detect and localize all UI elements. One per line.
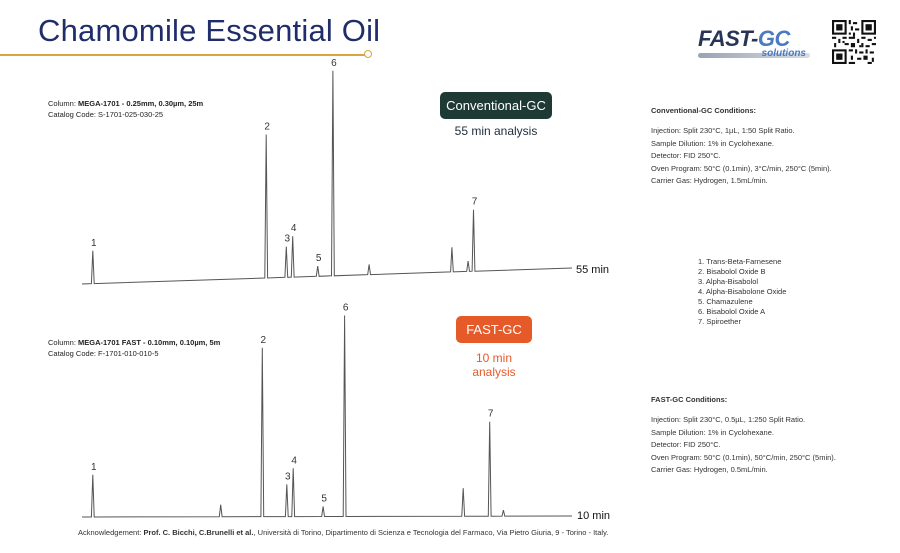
peak-label: 3: [285, 234, 291, 245]
conventional-condition-line: Detector: FID 250°C.: [651, 151, 721, 161]
peak-label: 4: [291, 455, 297, 466]
fast-gc-logo: FAST-GC solutions: [698, 26, 810, 60]
peak-label: 1: [91, 462, 97, 473]
fast-condition-line: Injection: Split 230°C, 0.5µL, 1:250 Spl…: [651, 415, 806, 425]
conventional-column-line: Column: MEGA-1701 - 0.25mm, 0.30µm, 25m: [48, 98, 203, 109]
peak-legend-item: 2. Bisabolol Oxide B: [698, 267, 766, 276]
conventional-condition-line: Sample Dilution: 1% in Cyclohexane.: [651, 138, 774, 148]
logo-wordmark-right: GC: [757, 26, 791, 51]
acknowledgement-prefix: Acknowledgement:: [78, 528, 144, 537]
logo-swoosh: [698, 53, 810, 58]
qr-code: [832, 20, 876, 64]
peak-label: 5: [316, 253, 322, 264]
chromatogram-trace: [82, 315, 573, 518]
page-title: Chamomile Essential Oil: [38, 13, 381, 48]
logo-subtitle: solutions: [761, 48, 806, 59]
peak-legend-item: 3. Alpha-Bisabolol: [698, 277, 759, 286]
fast-condition-line: Oven Program: 50°C (0.1min), 50°C/min, 2…: [651, 452, 836, 462]
peak-legend-item: 1. Trans-Beta-Farnesene: [698, 257, 782, 266]
peak-legend-item: 4. Alpha-Bisabolone Oxide: [698, 287, 787, 296]
fast-condition-line: Detector: FID 250°C.: [651, 440, 721, 450]
fast-time-axis-label: 10 min: [577, 510, 611, 522]
fast-column-label: Column:: [48, 338, 79, 347]
fast-condition-line: Carrier Gas: Hydrogen, 0.5mL/min.: [651, 465, 768, 475]
conventional-conditions-heading: Conventional-GC Conditions:: [651, 106, 756, 115]
conventional-condition-line: Carrier Gas: Hydrogen, 1.5mL/min.: [651, 176, 768, 186]
peak-label: 1: [91, 238, 97, 249]
fast-conditions-heading: FAST-GC Conditions:: [651, 395, 728, 404]
acknowledgement-names: Prof. C. Bicchi, C.Brunelli et al.: [143, 528, 254, 537]
peak-legend-item: 5. Chamazulene: [698, 297, 753, 306]
fast-condition-line: Sample Dilution: 1% in Cyclohexane.: [651, 427, 774, 437]
peak-label: 2: [264, 122, 270, 133]
logo-wordmark-left: FAST-: [698, 26, 758, 51]
title-underline-end-dot: [364, 50, 372, 58]
peak-label: 5: [321, 494, 327, 505]
conventional-conditions: Conventional-GC Conditions: Injection: S…: [651, 105, 832, 187]
fast-column-value: MEGA-1701 FAST - 0.10mm, 0.10µm, 5m: [78, 338, 221, 347]
peak-label: 4: [291, 223, 297, 234]
conventional-catalog-code: Catalog Code: S-1701-025-030-25: [48, 110, 164, 119]
acknowledgement-affiliation: , Università di Torino, Dipartimento di …: [253, 528, 609, 537]
fast-column-info: Column: MEGA-1701 FAST - 0.10mm, 0.10µm,…: [48, 337, 220, 359]
conventional-analysis-time: 55 min analysis: [454, 124, 538, 138]
fast-conditions: FAST-GC Conditions: Injection: Split 230…: [651, 394, 836, 476]
peak-label: 7: [472, 197, 478, 208]
fast-column-line: Column: MEGA-1701 FAST - 0.10mm, 0.10µm,…: [48, 337, 220, 348]
peak-legend-item: 7. Spiroether: [698, 317, 741, 326]
conventional-condition-line: Injection: Split 230°C, 1µL, 1:50 Split …: [651, 126, 795, 136]
conventional-time-axis-label: 55 min: [576, 264, 610, 276]
peak-legend: 1. Trans-Beta-Farnesene 2. Bisabolol Oxi…: [698, 257, 786, 327]
title-underline: [0, 54, 366, 56]
peak-legend-item: 6. Bisabolol Oxide A: [698, 307, 766, 316]
conventional-gc-badge: Conventional-GC: [440, 92, 552, 119]
conventional-column-info: Column: MEGA-1701 - 0.25mm, 0.30µm, 25m …: [48, 98, 203, 120]
conventional-chromatogram: 1 2 34 5 6 7: [81, 58, 573, 285]
peak-label: 7: [488, 409, 494, 420]
fast-gc-badge: FAST-GC: [456, 316, 532, 343]
fast-analysis-time: 10 min analysis: [472, 351, 516, 379]
peak-label: 6: [331, 58, 337, 69]
conventional-column-label: Column:: [48, 99, 79, 108]
peak-label: 6: [343, 303, 349, 314]
acknowledgement: Acknowledgement: Prof. C. Bicchi, C.Brun…: [78, 528, 608, 537]
chromatogram-trace: [81, 70, 573, 285]
conventional-condition-line: Oven Program: 50°C (0.1min), 3°C/min, 25…: [651, 163, 832, 173]
peak-label: 3: [285, 471, 291, 482]
fast-chromatogram: 1 2 34 5 6 7: [82, 303, 573, 518]
fast-catalog-code: Catalog Code: F-1701-010-010-5: [48, 349, 159, 358]
peak-label: 2: [261, 335, 267, 346]
logo-wordmark: FAST-GC: [698, 26, 790, 52]
conventional-column-value: MEGA-1701 - 0.25mm, 0.30µm, 25m: [78, 99, 204, 108]
